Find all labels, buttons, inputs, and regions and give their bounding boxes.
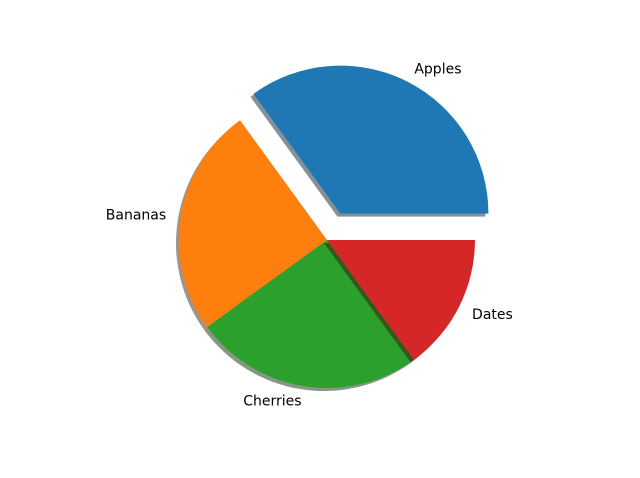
pie-label-dates: Dates — [472, 307, 513, 323]
pie-slice-bananas — [179, 120, 327, 327]
pie-slice-cherries — [207, 240, 414, 388]
pie-label-bananas: Bananas — [106, 207, 166, 223]
pie-label-apples: Apples — [414, 61, 461, 77]
pie-label-cherries: Cherries — [243, 394, 301, 410]
pie-slice-dates — [327, 240, 475, 360]
pie-slice-apples — [253, 65, 489, 214]
